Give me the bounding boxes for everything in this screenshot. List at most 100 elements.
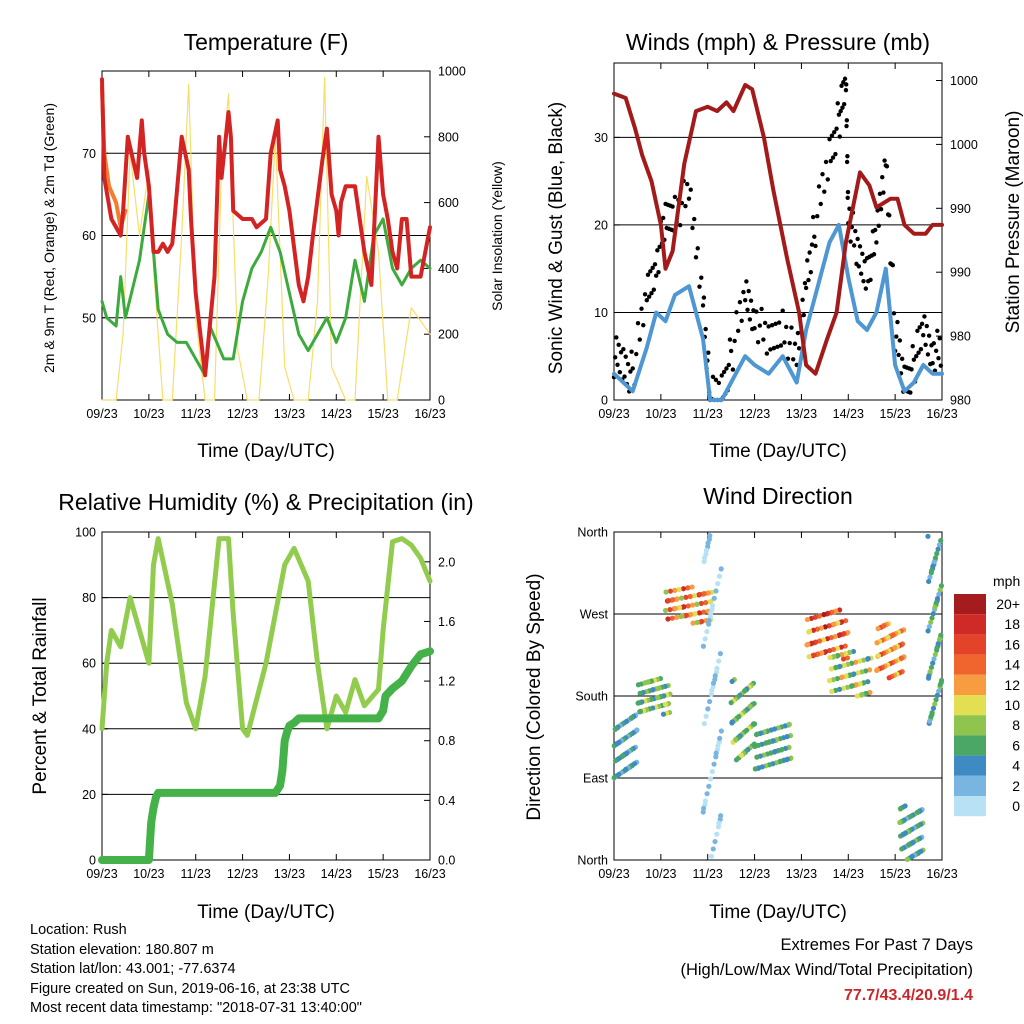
gust-point bbox=[752, 326, 757, 331]
direction-point bbox=[716, 658, 722, 664]
direction-point bbox=[635, 682, 642, 688]
direction-point bbox=[938, 537, 944, 544]
gust-point bbox=[843, 87, 849, 93]
direction-point bbox=[612, 758, 619, 764]
direction-point bbox=[674, 596, 680, 602]
direction-point bbox=[708, 598, 714, 605]
gust-point bbox=[727, 337, 733, 342]
direction-point bbox=[935, 641, 941, 647]
gust-point bbox=[773, 321, 778, 327]
direction-point bbox=[892, 645, 898, 651]
gust-point bbox=[735, 328, 741, 334]
temperature-xtick-label: 14/23 bbox=[321, 407, 352, 421]
direction-point bbox=[828, 634, 834, 641]
gust-point bbox=[845, 195, 850, 200]
direction-point bbox=[809, 640, 815, 646]
gust-point bbox=[695, 246, 700, 251]
winds-xtick-label: 14/23 bbox=[833, 407, 864, 421]
temperature-y2tick-label: 0 bbox=[438, 394, 445, 408]
direction-point bbox=[842, 643, 848, 649]
gust-point bbox=[766, 324, 771, 329]
gust-point bbox=[768, 347, 773, 352]
direction-point bbox=[837, 632, 843, 638]
direction-point bbox=[840, 685, 847, 691]
direction-point bbox=[904, 856, 910, 862]
gust-point bbox=[657, 244, 662, 250]
gust-point bbox=[844, 123, 849, 129]
gust-point bbox=[812, 234, 817, 239]
direction-point bbox=[926, 623, 932, 630]
direction-xtick-label: 16/23 bbox=[926, 867, 957, 881]
gust-point bbox=[922, 314, 927, 319]
direction-point bbox=[628, 715, 634, 721]
winds-xlabel: Time (Day/UTC) bbox=[709, 441, 847, 462]
winds-y2tick-label: 990 bbox=[950, 202, 971, 216]
direction-point bbox=[683, 612, 689, 618]
humidity-y2tick-label: 0.0 bbox=[438, 854, 455, 868]
direction-point bbox=[933, 697, 939, 703]
speed-legend-swatch bbox=[954, 775, 986, 796]
temperature-ylabel-left: 2m & 9m T (Red, Orange) & 2m Td (Green) bbox=[41, 103, 57, 373]
gust-point bbox=[820, 171, 825, 177]
direction-point bbox=[672, 587, 678, 593]
direction-point bbox=[938, 632, 944, 638]
direction-point bbox=[812, 614, 818, 620]
direction-point bbox=[835, 652, 841, 659]
gust-point bbox=[690, 225, 695, 231]
gust-point bbox=[755, 340, 761, 345]
gust-point bbox=[842, 76, 848, 81]
gust-point bbox=[805, 258, 810, 263]
direction-point bbox=[683, 594, 689, 600]
direction-xtick-label: 14/23 bbox=[833, 867, 864, 881]
direction-point bbox=[667, 588, 673, 594]
direction-point bbox=[702, 636, 708, 642]
direction-xtick-label: 13/23 bbox=[786, 867, 817, 881]
direction-point bbox=[711, 595, 717, 601]
direction-point bbox=[706, 617, 712, 624]
direction-point bbox=[619, 753, 626, 759]
gust-point bbox=[868, 277, 873, 283]
humidity-xtick-label: 14/23 bbox=[321, 867, 352, 881]
direction-xtick-label: 12/23 bbox=[739, 867, 770, 881]
direction-point bbox=[925, 628, 931, 634]
direction-point bbox=[820, 637, 827, 643]
direction-ytick-label: North bbox=[577, 854, 608, 868]
direction-xtick-label: 15/23 bbox=[880, 867, 911, 881]
direction-point bbox=[823, 649, 829, 655]
gust-point bbox=[744, 279, 749, 284]
gust-point bbox=[911, 357, 917, 362]
speed-legend-label: 12 bbox=[1004, 677, 1020, 693]
gust-point bbox=[897, 338, 903, 343]
speed-legend-swatch bbox=[954, 755, 986, 776]
direction-point bbox=[833, 664, 839, 670]
direction-point bbox=[829, 688, 835, 694]
direction-point bbox=[637, 690, 643, 696]
direction-point bbox=[691, 593, 698, 599]
direction-point bbox=[818, 625, 824, 631]
gust-point bbox=[642, 292, 648, 297]
speed-legend-swatch bbox=[954, 594, 986, 615]
gust-point bbox=[761, 337, 766, 342]
gust-point bbox=[925, 352, 931, 357]
direction-point bbox=[930, 563, 936, 569]
gust-point bbox=[699, 275, 704, 280]
direction-point bbox=[697, 591, 703, 598]
direction-point bbox=[845, 629, 851, 636]
gust-point bbox=[630, 366, 635, 371]
gust-point bbox=[921, 333, 926, 338]
direction-point bbox=[938, 583, 945, 589]
direction-point bbox=[851, 671, 857, 677]
direction-ytick-label: East bbox=[583, 772, 609, 786]
direction-point bbox=[805, 641, 811, 647]
direction-panel: Wind Direction 09/23 10/23 11/23 12/23 13/23… bbox=[524, 483, 1020, 923]
humidity-y2tick-label: 1.6 bbox=[438, 615, 455, 629]
temperature-ytick-label: 70 bbox=[82, 147, 96, 161]
direction-point bbox=[929, 709, 935, 716]
gust-point bbox=[807, 250, 812, 255]
speed-legend-swatch bbox=[954, 695, 986, 716]
direction-point bbox=[934, 550, 940, 557]
gust-point bbox=[880, 175, 885, 180]
gust-point bbox=[784, 324, 789, 330]
gust-point bbox=[938, 363, 944, 368]
